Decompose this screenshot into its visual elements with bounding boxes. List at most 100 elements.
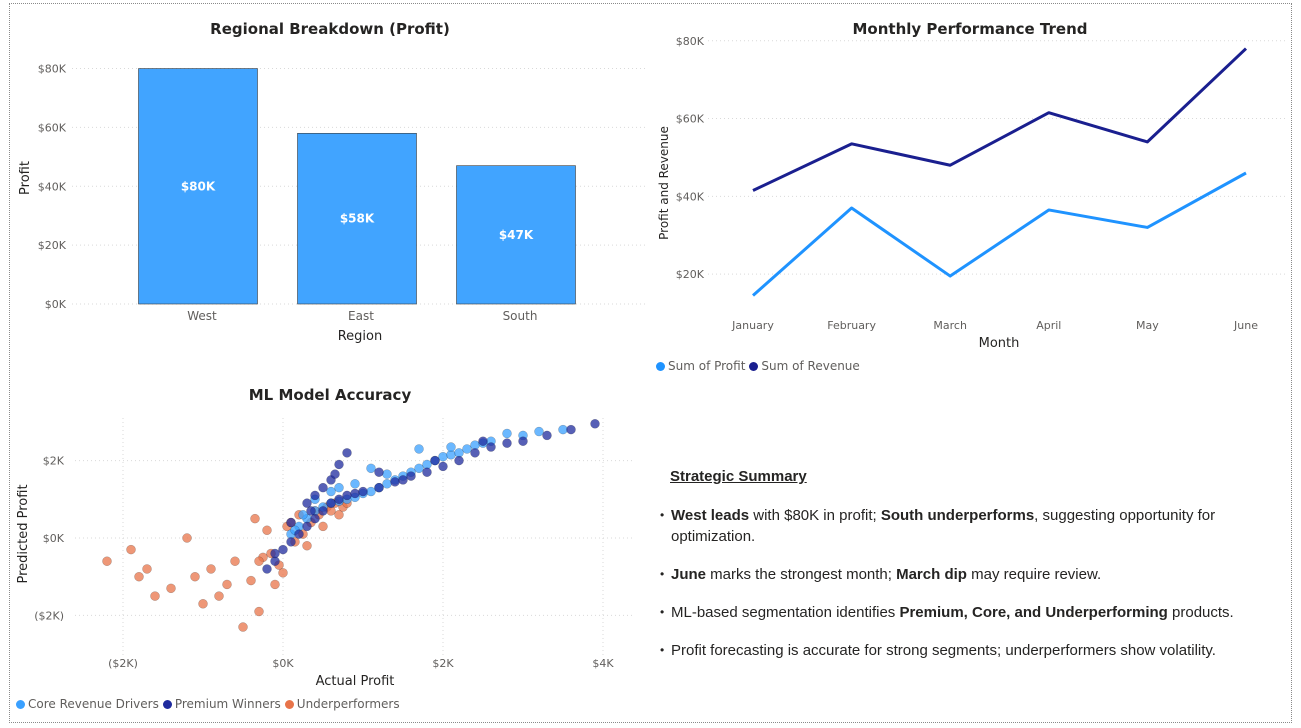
premium-point bbox=[334, 494, 344, 505]
premium-point bbox=[270, 548, 280, 559]
premium-point bbox=[330, 469, 340, 479]
core-point bbox=[366, 463, 376, 474]
premium-point bbox=[502, 438, 512, 448]
x-tick-label: May bbox=[1136, 319, 1159, 332]
legend-label-revenue: Sum of Revenue bbox=[761, 359, 860, 373]
under-point bbox=[254, 606, 264, 617]
x-tick-label: April bbox=[1036, 319, 1061, 332]
under-point bbox=[182, 533, 192, 543]
bold-text: South underperforms bbox=[880, 507, 1035, 524]
premium-point bbox=[278, 544, 288, 555]
bar bbox=[297, 132, 417, 305]
bar-data-label: $80K bbox=[181, 179, 216, 193]
x-tick-label: February bbox=[827, 319, 876, 332]
core-point bbox=[446, 442, 456, 452]
core-point bbox=[414, 463, 424, 474]
x-tick-label: June bbox=[1233, 319, 1258, 332]
core-point bbox=[502, 428, 512, 439]
legend-item-profit[interactable]: Sum of Profit bbox=[656, 359, 745, 373]
x-tick-label: South bbox=[503, 309, 538, 323]
premium-point bbox=[486, 442, 496, 452]
profit-line bbox=[752, 171, 1247, 297]
core-point bbox=[366, 486, 376, 497]
premium-legend-dot bbox=[162, 699, 172, 709]
revenue-line bbox=[752, 47, 1248, 192]
premium-point bbox=[342, 448, 352, 458]
premium-point bbox=[334, 459, 344, 470]
premium-point bbox=[430, 455, 440, 466]
x-tick-label: $2K bbox=[432, 657, 454, 670]
y-tick-label: $2K bbox=[43, 455, 65, 468]
y-tick-label: $80K bbox=[38, 63, 67, 76]
y-tick-label: $80K bbox=[676, 35, 705, 48]
premium-point bbox=[374, 467, 384, 477]
under-legend-dot bbox=[284, 699, 294, 709]
ml-scatter-chart[interactable]: ($2K) $0K $2K ($2K) $0K $2K $4K Actual Profit Pr… bbox=[0, 400, 640, 695]
regional-bar-chart[interactable]: $0K $20K $40K $60K $80K $80K West $58K East $47K S… bbox=[0, 0, 650, 360]
under-point bbox=[230, 556, 240, 566]
legend-label-under: Underperformers bbox=[296, 697, 400, 711]
y-tick-label: $20K bbox=[38, 239, 67, 252]
text: Profit forecasting is accurate for stron… bbox=[671, 642, 1216, 659]
premium-point bbox=[302, 521, 312, 532]
core-point bbox=[462, 444, 472, 454]
premium-point bbox=[478, 436, 488, 446]
legend-item-premium[interactable]: Premium Winners bbox=[162, 697, 281, 711]
under-point bbox=[142, 564, 152, 574]
x-axis-title: Actual Profit bbox=[316, 674, 395, 689]
line-chart-title: Monthly Performance Trend bbox=[852, 20, 1088, 38]
legend-item-revenue[interactable]: Sum of Revenue bbox=[749, 359, 860, 373]
under-point bbox=[262, 525, 272, 536]
core-point bbox=[350, 479, 360, 489]
y-axis-title: Predicted Profit bbox=[16, 484, 31, 583]
premium-point bbox=[262, 564, 272, 574]
report-canvas bbox=[9, 3, 1292, 723]
bar-chart-title: Regional Breakdown (Profit) bbox=[210, 20, 450, 38]
scatter-chart-title: ML Model Accuracy bbox=[248, 386, 412, 404]
premium-point bbox=[454, 455, 464, 466]
y-tick-label: $60K bbox=[38, 121, 67, 134]
premium-point bbox=[422, 467, 432, 477]
bar-data-label: $58K bbox=[340, 212, 375, 226]
under-point bbox=[102, 556, 112, 566]
x-tick-label: ($2K) bbox=[108, 657, 138, 670]
y-axis-title: Profit bbox=[18, 161, 33, 195]
premium-point bbox=[350, 488, 360, 499]
premium-point bbox=[306, 506, 316, 516]
text: may require review. bbox=[966, 566, 1102, 583]
under-point bbox=[222, 579, 232, 590]
monthly-line-chart[interactable]: $20K $40K $60K $80K January February March Apri… bbox=[650, 0, 1290, 360]
summary-bullet-region: West leads with $80K in profit; South un… bbox=[660, 505, 1285, 547]
summary-bullet-month: June marks the strongest month; March di… bbox=[660, 564, 1285, 585]
summary-bullet-ml: ML-based segmentation identifies Premium… bbox=[660, 602, 1285, 623]
premium-point bbox=[318, 506, 328, 516]
y-tick-label: $0K bbox=[43, 532, 65, 545]
under-point bbox=[190, 571, 200, 582]
y-tick-label: $0K bbox=[45, 298, 67, 311]
premium-point bbox=[470, 448, 480, 458]
premium-point bbox=[286, 517, 296, 528]
strategic-summary: Strategic Summary West leads with $80K i… bbox=[660, 468, 1285, 678]
core-point bbox=[298, 510, 308, 520]
revenue-legend-dot bbox=[749, 361, 759, 371]
under-point bbox=[334, 510, 344, 520]
core-point bbox=[438, 451, 448, 462]
legend-label-premium: Premium Winners bbox=[174, 697, 281, 711]
legend-item-core[interactable]: Core Revenue Drivers bbox=[16, 697, 159, 711]
core-legend-dot bbox=[16, 699, 25, 709]
under-point bbox=[166, 583, 176, 594]
summary-bullet-forecast: Profit forecasting is accurate for stron… bbox=[660, 640, 1285, 661]
premium-point bbox=[294, 529, 304, 539]
bold-text: Premium, Core, and Underperforming bbox=[899, 604, 1168, 621]
under-point bbox=[302, 540, 312, 551]
core-point bbox=[534, 426, 544, 437]
scatter-legend: Core Revenue Drivers Premium Winners Und… bbox=[16, 697, 402, 711]
premium-point bbox=[566, 424, 576, 435]
x-tick-label: $4K bbox=[592, 657, 614, 670]
premium-point bbox=[542, 430, 552, 441]
x-tick-label: East bbox=[348, 309, 374, 323]
under-point bbox=[134, 571, 144, 582]
legend-item-under[interactable]: Underperformers bbox=[284, 697, 400, 711]
x-tick-label: March bbox=[933, 319, 967, 332]
core-point bbox=[558, 424, 568, 435]
